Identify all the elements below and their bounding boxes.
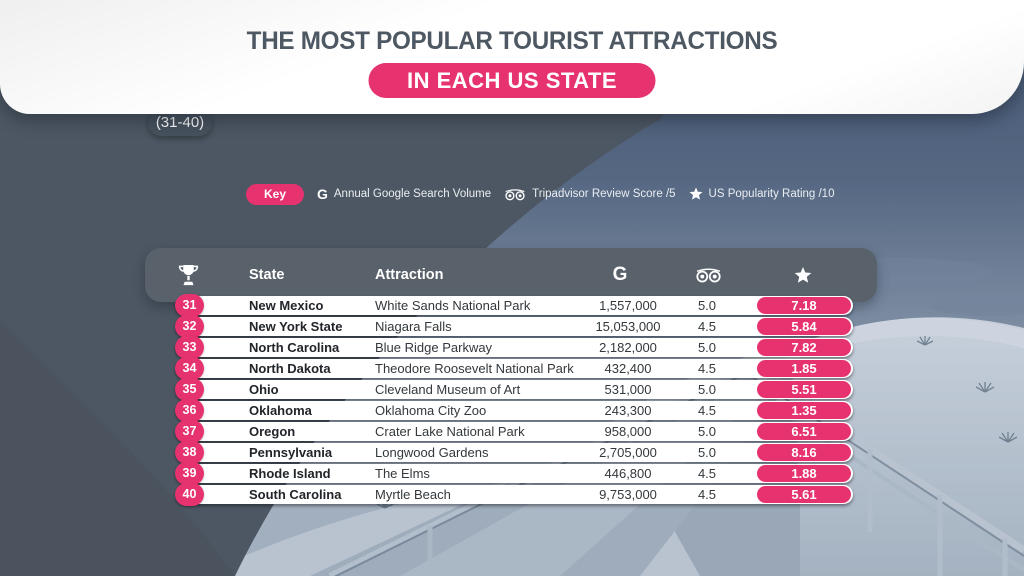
page-title: THE MOST POPULAR TOURIST ATTRACTIONS: [246, 27, 778, 55]
rating-pill: 6.51: [757, 423, 851, 440]
rating-pill: 5.61: [757, 486, 851, 503]
review-score-cell: 5.0: [697, 424, 717, 439]
rank-badge: 36: [175, 399, 204, 422]
tripadvisor-icon: [691, 248, 725, 302]
table-row: 37 Oregon Crater Lake National Park 958,000…: [175, 420, 853, 443]
table-row: 38 Pennsylvania Longwood Gardens 2,705,000 5…: [175, 441, 853, 464]
rank-badge: 38: [175, 441, 204, 464]
search-volume-cell: 531,000: [604, 382, 652, 397]
state-cell: North Dakota: [249, 361, 331, 376]
review-score-cell: 4.5: [697, 487, 717, 502]
rank-badge: 34: [175, 357, 204, 380]
star-icon: [787, 248, 819, 302]
rating-pill: 5.51: [757, 381, 851, 398]
review-score-cell: 5.0: [697, 382, 717, 397]
key-badge: Key: [246, 183, 304, 205]
attraction-cell: Myrtle Beach: [375, 487, 451, 502]
table-rows: 31 New Mexico White Sands National Park 1,5…: [175, 294, 853, 506]
column-header-attraction: Attraction: [375, 267, 444, 283]
rating-pill: 1.35: [757, 402, 851, 419]
search-volume-cell: 2,182,000: [599, 340, 657, 355]
table-row: 31 New Mexico White Sands National Park 1,5…: [175, 294, 853, 317]
rating-pill: 5.84: [757, 318, 851, 335]
search-volume-cell: 958,000: [604, 424, 652, 439]
review-score-cell: 4.5: [697, 319, 717, 334]
legend-item-search-volume: G Annual Google Search Volume: [317, 187, 491, 201]
attraction-cell: Niagara Falls: [375, 319, 452, 334]
state-cell: Ohio: [249, 382, 279, 397]
star-icon: [689, 187, 703, 201]
rating-pill: 8.16: [757, 444, 851, 461]
rating-pill: 7.82: [757, 339, 851, 356]
table-header: State Attraction G: [145, 248, 877, 302]
search-volume-cell: 1,557,000: [599, 298, 657, 313]
search-volume-cell: 243,300: [604, 403, 652, 418]
rating-pill: 1.88: [757, 465, 851, 482]
rank-badge: 39: [175, 462, 204, 485]
review-score-cell: 4.5: [697, 403, 717, 418]
search-volume-cell: 15,053,000: [595, 319, 661, 334]
attraction-cell: Blue Ridge Parkway: [375, 340, 493, 355]
attraction-cell: Cleveland Museum of Art: [375, 382, 521, 397]
legend-label: Tripadvisor Review Score /5: [532, 188, 676, 200]
state-cell: New Mexico: [249, 298, 324, 313]
state-cell: North Carolina: [249, 340, 340, 355]
attraction-cell: White Sands National Park: [375, 298, 531, 313]
review-score-cell: 5.0: [697, 298, 717, 313]
legend-item-popularity: US Popularity Rating /10: [689, 187, 835, 201]
review-score-cell: 4.5: [697, 466, 717, 481]
state-cell: Pennsylvania: [249, 445, 333, 460]
trophy-icon: [175, 248, 201, 302]
google-icon: G: [317, 186, 328, 202]
legend: Key G Annual Google Search Volume Tripad…: [246, 183, 834, 205]
state-cell: New York State: [249, 319, 343, 334]
legend-item-review-score: Tripadvisor Review Score /5: [504, 188, 676, 201]
attractions-table: State Attraction G 31 New Mexico White San…: [145, 248, 877, 506]
google-icon: G: [612, 264, 628, 285]
search-volume-cell: 432,400: [604, 361, 652, 376]
rank-badge: 40: [175, 483, 204, 506]
table-row: 34 North Dakota Theodore Roosevelt Nationa…: [175, 357, 853, 380]
rank-badge: 32: [175, 315, 204, 338]
state-cell: Oregon: [249, 424, 296, 439]
search-volume-cell: 9,753,000: [599, 487, 657, 502]
review-score-cell: 4.5: [697, 361, 717, 376]
search-volume-cell: 446,800: [604, 466, 652, 481]
state-cell: South Carolina: [249, 487, 342, 502]
rank-badge: 37: [175, 420, 204, 443]
table-row: 33 North Carolina Blue Ridge Parkway 2,182,…: [175, 336, 853, 359]
state-cell: Oklahoma: [249, 403, 312, 418]
table-row: 39 Rhode Island The Elms 446,800 4.5 1.88: [175, 462, 853, 485]
table-row: 36 Oklahoma Oklahoma City Zoo 243,300 4.5 1.3…: [175, 399, 853, 422]
rank-badge: 31: [175, 294, 204, 317]
table-row: 40 South Carolina Myrtle Beach 9,753,000 4.5…: [175, 483, 853, 506]
attraction-cell: Longwood Gardens: [375, 445, 489, 460]
table-row: 35 Ohio Cleveland Museum of Art 531,000 5.0 5…: [175, 378, 853, 401]
attraction-cell: Crater Lake National Park: [375, 424, 525, 439]
attraction-cell: Oklahoma City Zoo: [375, 403, 487, 418]
legend-label: US Popularity Rating /10: [708, 188, 835, 200]
attraction-cell: The Elms: [375, 466, 430, 481]
tripadvisor-icon: [504, 188, 526, 201]
state-cell: Rhode Island: [249, 466, 331, 481]
attraction-cell: Theodore Roosevelt National Park: [375, 361, 574, 376]
review-score-cell: 5.0: [697, 445, 717, 460]
review-score-cell: 5.0: [697, 340, 717, 355]
rating-pill: 1.85: [757, 360, 851, 377]
subtitle-pill: IN EACH US STATE: [368, 63, 656, 98]
rating-pill: 7.18: [757, 297, 851, 314]
rank-badge: 33: [175, 336, 204, 359]
column-header-state: State: [249, 267, 285, 283]
table-row: 32 New York State Niagara Falls 15,053,000 4…: [175, 315, 853, 338]
legend-label: Annual Google Search Volume: [333, 188, 492, 200]
header-panel: THE MOST POPULAR TOURIST ATTRACTIONS IN …: [0, 0, 1024, 114]
search-volume-cell: 2,705,000: [599, 445, 657, 460]
rank-badge: 35: [175, 378, 204, 401]
